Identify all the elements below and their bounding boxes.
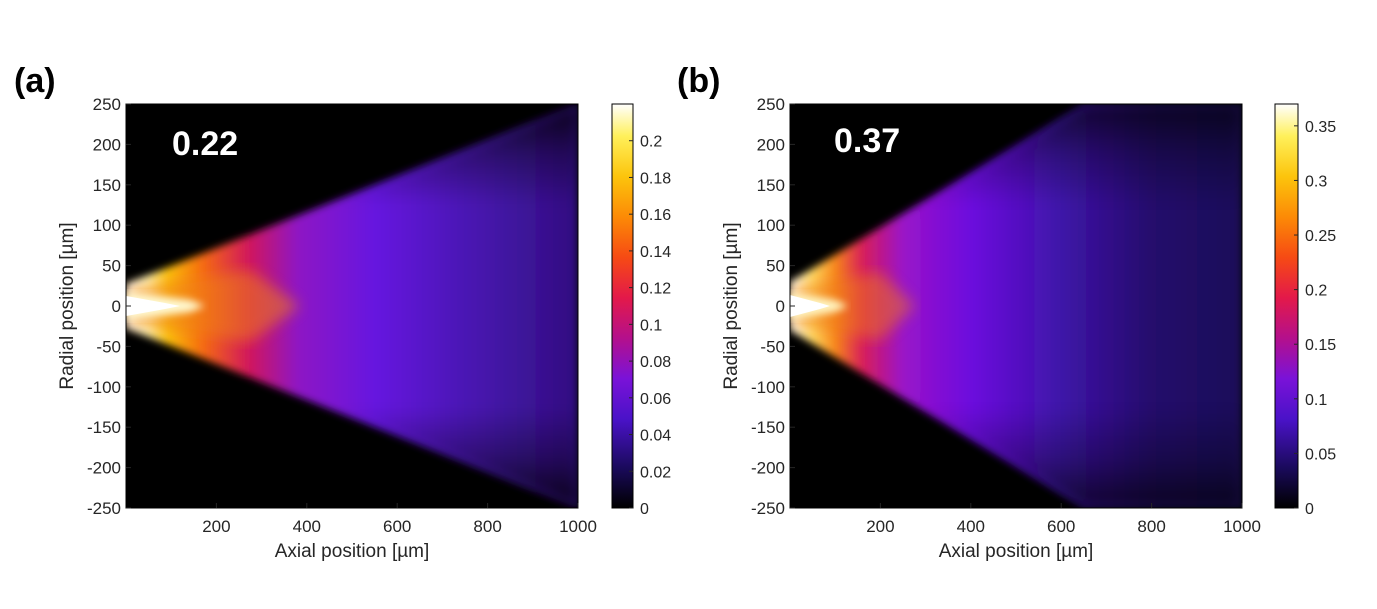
y-tick-label: -150 [751, 418, 785, 437]
panel-label-b: (b) [677, 62, 720, 100]
x-tick-label: 200 [866, 517, 894, 536]
y-tick-label: -100 [751, 378, 785, 397]
y-tick-label: -250 [87, 499, 121, 518]
y-tick-label: -50 [760, 337, 785, 356]
annotation-a: 0.22 [172, 125, 238, 163]
x-tick-label: 1000 [559, 517, 597, 536]
y-tick-label: 200 [757, 135, 785, 154]
x-axis-a: 200 400 600 800 1000 [202, 503, 597, 536]
y-tick-label: 50 [766, 257, 785, 276]
colorbar-tick-label: 0.25 [1305, 228, 1336, 245]
panel-a: (a) 0.22 250 200 150 100 50 0 -50 -100 -150 -200 -… [14, 62, 671, 562]
colorbar-tick-label: 0.18 [640, 170, 671, 187]
y-tick-label: -150 [87, 418, 121, 437]
colorbar-tick-label: 0.2 [640, 134, 662, 151]
y-tick-label: 0 [776, 297, 785, 316]
colorbar-tick-label: 0 [640, 501, 649, 518]
x-tick-label: 600 [383, 517, 411, 536]
y-tick-label: -100 [87, 378, 121, 397]
y-axis-label-a: Radial position [µm] [57, 222, 78, 389]
colorbar-tick-label: 0 [1305, 501, 1314, 518]
y-tick-label: -200 [751, 459, 785, 478]
y-tick-label: 250 [93, 95, 121, 114]
y-tick-label: -50 [96, 337, 121, 356]
colorbar-tick-label: 0.02 [640, 464, 671, 481]
y-tick-label: 50 [102, 257, 121, 276]
y-tick-label: 0 [112, 297, 121, 316]
x-axis-label-a: Axial position [µm] [275, 541, 430, 562]
heatmap-b [790, 104, 1242, 508]
y-tick-label: 100 [757, 216, 785, 235]
x-tick-label: 400 [293, 517, 321, 536]
colorbar-ticks-a: 0.2 0.18 0.16 0.14 0.12 0.1 0.08 0.06 0.04 0.02 0 [629, 134, 671, 518]
colorbar-tick-label: 0.15 [1305, 337, 1336, 354]
x-tick-label: 600 [1047, 517, 1075, 536]
colorbar-tick-label: 0.3 [1305, 173, 1327, 190]
colorbar-tick-label: 0.16 [640, 207, 671, 224]
x-tick-label: 800 [473, 517, 501, 536]
x-tick-label: 200 [202, 517, 230, 536]
y-tick-label: 150 [757, 176, 785, 195]
annotation-b: 0.37 [834, 122, 900, 160]
colorbar-tick-label: 0.2 [1305, 283, 1327, 300]
panel-b: (b) 0.37 250 200 150 100 50 0 -50 -100 -150 -200 -… [677, 62, 1336, 562]
x-tick-label: 400 [957, 517, 985, 536]
panel-label-a: (a) [14, 62, 56, 100]
colorbar-tick-label: 0.1 [1305, 392, 1327, 409]
y-axis-label-b: Radial position [µm] [721, 222, 742, 389]
colorbar-tick-label: 0.05 [1305, 446, 1336, 463]
y-tick-label: -200 [87, 459, 121, 478]
colorbar-tick-label: 0.08 [640, 354, 671, 371]
colorbar-tick-label: 0.06 [640, 391, 671, 408]
colorbar-tick-label: 0.12 [640, 281, 671, 298]
colorbar-ticks-b: 0.35 0.3 0.25 0.2 0.15 0.1 0.05 0 [1294, 119, 1336, 518]
x-tick-label: 1000 [1223, 517, 1261, 536]
colorbar-tick-label: 0.04 [640, 428, 671, 445]
y-tick-label: 200 [93, 135, 121, 154]
heatmap-a [126, 104, 578, 508]
y-tick-label: 100 [93, 216, 121, 235]
y-tick-label: -250 [751, 499, 785, 518]
x-axis-b: 200 400 600 800 1000 [866, 503, 1261, 536]
x-tick-label: 800 [1137, 517, 1165, 536]
y-axis-b: 250 200 150 100 50 0 -50 -100 -150 -200 -250 [751, 95, 795, 518]
y-axis-a: 250 200 150 100 50 0 -50 -100 -150 -200 -250 [87, 95, 131, 518]
colorbar-tick-label: 0.35 [1305, 119, 1336, 136]
colorbar-b [1274, 103, 1299, 509]
x-axis-label-b: Axial position [µm] [939, 541, 1094, 562]
colorbar-tick-label: 0.14 [640, 244, 671, 261]
y-tick-label: 250 [757, 95, 785, 114]
colorbar-a [611, 103, 634, 509]
y-tick-label: 150 [93, 176, 121, 195]
colorbar-tick-label: 0.1 [640, 317, 662, 334]
